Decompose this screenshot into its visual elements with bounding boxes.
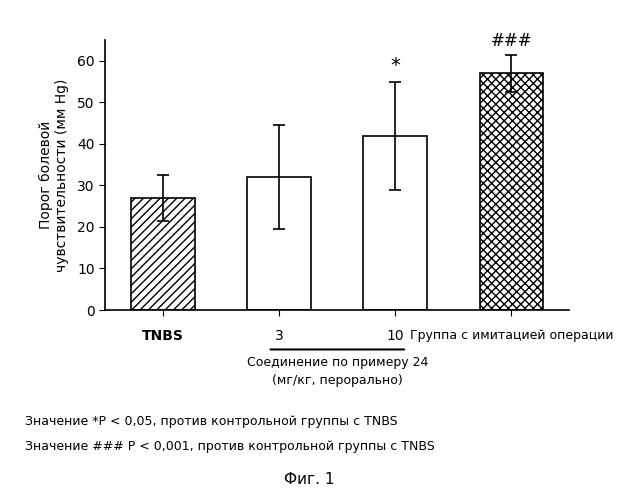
Bar: [480, 73, 543, 310]
Bar: [131, 198, 195, 310]
Text: (мг/кг, перорально): (мг/кг, перорально): [272, 374, 403, 388]
Text: 3: 3: [275, 328, 284, 342]
Text: Фиг. 1: Фиг. 1: [284, 472, 335, 488]
Bar: [363, 136, 427, 310]
Text: 10: 10: [387, 328, 404, 342]
Text: TNBS: TNBS: [142, 328, 184, 342]
Y-axis label: Порог болевой
чувствительности (мм Hg): Порог болевой чувствительности (мм Hg): [38, 78, 69, 272]
Text: Группа с имитацией операции: Группа с имитацией операции: [410, 328, 613, 342]
Text: Значение *P < 0,05, против контрольной группы с TNBS: Значение *P < 0,05, против контрольной г…: [25, 415, 397, 428]
Text: ###: ###: [491, 32, 532, 50]
Text: Соединение по примеру 24: Соединение по примеру 24: [246, 356, 428, 368]
Text: *: *: [391, 56, 400, 76]
Text: Значение ### P < 0,001, против контрольной группы с TNBS: Значение ### P < 0,001, против контрольн…: [25, 440, 435, 453]
Bar: [248, 177, 311, 310]
